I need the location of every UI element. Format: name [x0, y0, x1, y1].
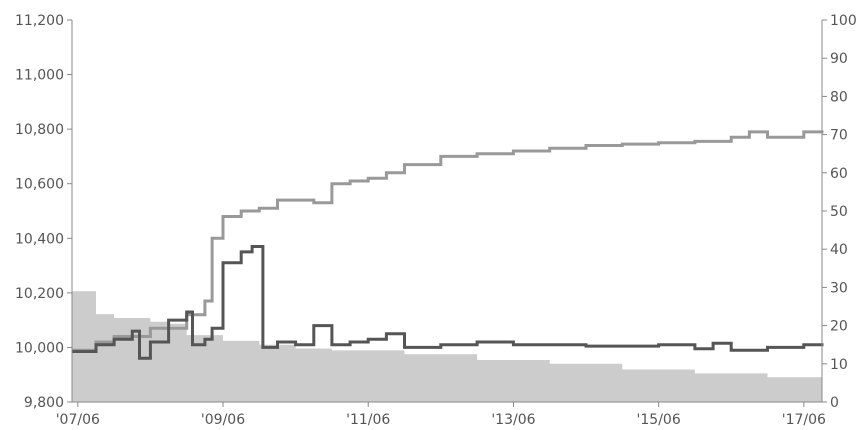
left-tick-label: 11,000: [15, 68, 64, 84]
axes: 9,800 10,000 10,200 10,400 10,600 10,800 11,00…: [15, 13, 857, 428]
x-tick-label: '13/06: [491, 412, 535, 428]
series-area-0: [72, 291, 822, 402]
left-tick-label: 11,200: [15, 13, 64, 29]
right-tick-label: 60: [830, 166, 848, 182]
right-tick-label: 10: [830, 357, 848, 373]
left-tick-label: 10,600: [15, 177, 64, 193]
left-tick-label: 10,800: [15, 122, 64, 138]
left-tick-label: 10,200: [15, 286, 64, 302]
right-tick-label: 50: [830, 204, 848, 220]
series-line-1: [72, 130, 824, 352]
right-tick-label: 40: [830, 242, 848, 258]
plot-area: [72, 130, 824, 402]
x-tick-label: '11/06: [346, 412, 390, 428]
right-tick-label: 0: [830, 395, 839, 411]
right-tick-label: 20: [830, 319, 848, 335]
right-tick-label: 90: [830, 51, 848, 67]
left-tick-label: 10,000: [15, 340, 64, 356]
left-tick-label: 10,400: [15, 231, 64, 247]
left-tick-label: 9,800: [24, 395, 64, 411]
x-tick-label: '09/06: [201, 412, 245, 428]
series-line-2: [72, 245, 824, 360]
right-tick-label: 100: [830, 13, 857, 29]
right-tick-label: 80: [830, 89, 848, 105]
right-tick-label: 30: [830, 280, 848, 296]
x-tick-label: '17/06: [782, 412, 826, 428]
x-tick-label: '07/06: [56, 412, 100, 428]
x-tick-label: '15/06: [637, 412, 681, 428]
right-tick-label: 70: [830, 128, 848, 144]
